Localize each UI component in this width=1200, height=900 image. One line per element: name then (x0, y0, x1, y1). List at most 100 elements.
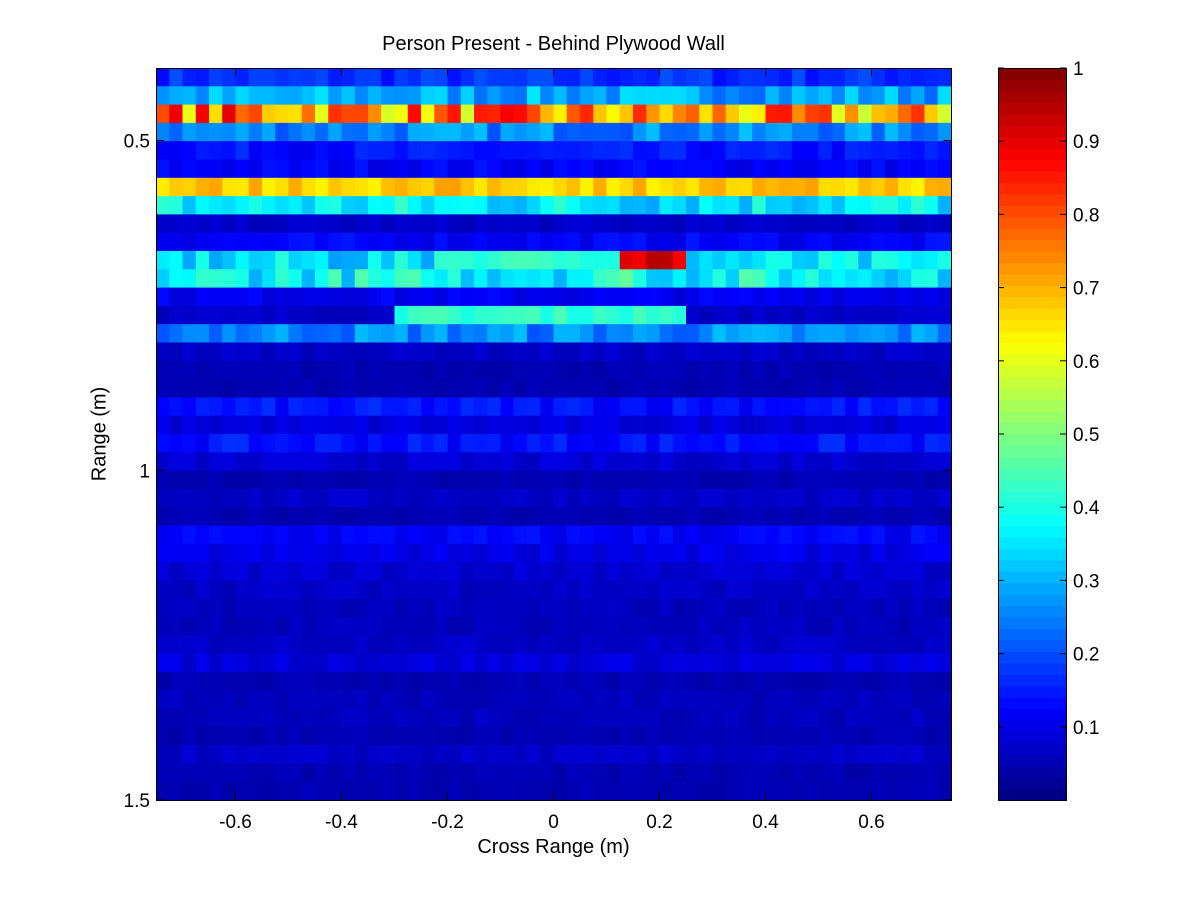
heatmap-cell (778, 452, 793, 472)
heatmap-cell (937, 177, 952, 197)
heatmap-cell (845, 122, 859, 142)
heatmap-cell (421, 269, 435, 289)
heatmap-cell (540, 653, 555, 673)
heatmap-cell (845, 141, 859, 161)
heatmap-cell (394, 379, 409, 398)
heatmap-cell (739, 305, 753, 325)
heatmap-cell (593, 434, 608, 453)
heatmap-cell (434, 342, 449, 362)
heatmap-cell (394, 543, 409, 563)
heatmap-cell (858, 635, 873, 655)
heatmap-cell (156, 580, 170, 600)
heatmap-cell (672, 635, 687, 655)
heatmap-cell (580, 598, 594, 618)
heatmap-cell (301, 598, 316, 618)
heatmap-cell (381, 141, 396, 161)
heatmap-cell (593, 452, 608, 472)
heatmap-cell (447, 159, 462, 179)
heatmap-cell (553, 269, 568, 289)
heatmap-cell (937, 379, 952, 398)
heatmap-cell (262, 745, 276, 764)
heatmap-cell (235, 177, 250, 197)
heatmap-cell (288, 525, 303, 545)
heatmap-cell (937, 653, 952, 673)
heatmap-cell (169, 671, 184, 691)
heatmap-cell (686, 360, 700, 380)
heatmap-cell (712, 415, 727, 435)
heatmap-cell (619, 434, 634, 453)
heatmap-cell (725, 397, 740, 417)
heatmap-cell (553, 415, 568, 435)
heatmap-cell (248, 745, 263, 764)
heatmap-cell (646, 177, 661, 197)
heatmap-cell (580, 434, 594, 453)
heatmap-cell (646, 470, 661, 490)
heatmap-cell (871, 324, 886, 344)
heatmap-cell (301, 617, 316, 636)
heatmap-cell (580, 251, 594, 270)
heatmap-cell (487, 379, 502, 398)
heatmap-cell (195, 287, 210, 307)
heatmap-cell (566, 251, 581, 270)
heatmap-cell (805, 488, 820, 508)
heatmap-cell (222, 104, 237, 124)
heatmap-cell (156, 269, 170, 289)
heatmap-cell (288, 488, 303, 508)
heatmap-cell (381, 196, 396, 215)
heatmap-cell (924, 104, 939, 124)
heatmap-cell (818, 287, 833, 307)
heatmap-cell (593, 397, 608, 417)
heatmap-cell (169, 214, 184, 234)
heatmap-cell (712, 159, 727, 179)
heatmap-cell (672, 690, 687, 710)
heatmap-cell (169, 379, 184, 398)
heatmap-cell (633, 470, 647, 490)
heatmap-cell (858, 342, 873, 362)
heatmap-cell (580, 379, 594, 398)
heatmap-cell (500, 287, 515, 307)
heatmap-cell (407, 379, 422, 398)
heatmap-cell (805, 196, 820, 215)
heatmap-cell (434, 580, 449, 600)
heatmap-cell (686, 196, 700, 215)
heatmap-cell (487, 653, 502, 673)
heatmap-cell (354, 653, 369, 673)
heatmap-cell (262, 342, 276, 362)
heatmap-cell (871, 617, 886, 636)
heatmap-cell (169, 360, 184, 380)
colorbar-swatch (998, 411, 1066, 424)
heatmap-cell (328, 287, 343, 307)
heatmap-cell (222, 507, 237, 527)
heatmap-cell (672, 104, 687, 124)
heatmap-cell (937, 507, 952, 527)
heatmap-cell (778, 562, 793, 581)
heatmap-cell (182, 470, 197, 490)
heatmap-cell (725, 232, 740, 252)
heatmap-cell (169, 324, 184, 344)
heatmap-cell (434, 781, 449, 801)
heatmap-cell (672, 580, 687, 600)
heatmap-cell (725, 635, 740, 655)
heatmap-cell (209, 251, 223, 270)
heatmap-cell (513, 415, 528, 435)
heatmap-cell (500, 653, 515, 673)
colorbar-tick-label: 0.8 (1073, 205, 1099, 226)
heatmap-cell (580, 580, 594, 600)
heatmap-cell (222, 708, 237, 728)
colorbar-swatch (998, 216, 1066, 229)
heatmap-cell (831, 507, 846, 527)
heatmap-cell (301, 745, 316, 764)
heatmap-cell (739, 671, 753, 691)
heatmap-cell (792, 671, 806, 691)
heatmap-cell (818, 379, 833, 398)
heatmap-cell (328, 196, 343, 215)
heatmap-cell (328, 562, 343, 581)
heatmap-cell (275, 525, 290, 545)
heatmap-cell (672, 488, 687, 508)
heatmap-cell (262, 671, 276, 691)
heatmap-cell (792, 617, 806, 636)
colorbar-swatch (998, 594, 1066, 607)
heatmap-cell (156, 653, 170, 673)
heatmap-cell (248, 543, 263, 563)
heatmap-cell (884, 415, 899, 435)
